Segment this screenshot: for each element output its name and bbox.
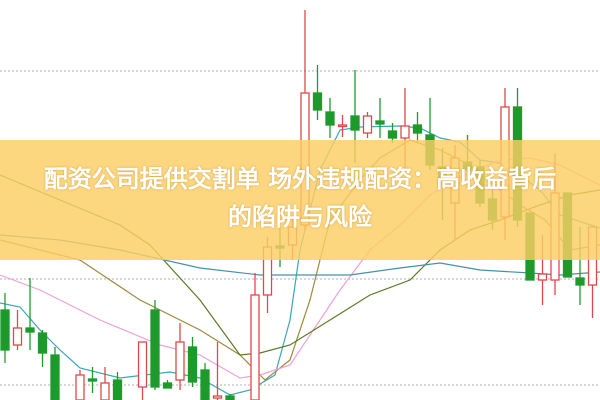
candle-up: [100, 382, 110, 400]
candle-down: [37, 332, 48, 354]
candle-down: [112, 379, 123, 400]
candle-up: [250, 294, 260, 400]
candle-down: [150, 309, 160, 388]
candle-down: [87, 378, 98, 382]
candle-down: [375, 120, 385, 125]
candle-down: [162, 382, 173, 389]
candle-down: [325, 111, 335, 126]
candle-up: [75, 374, 85, 400]
candle-down: [575, 277, 585, 286]
candle-down: [387, 130, 398, 139]
article-title: 配资公司提供交割单 场外违规配资：高收益背后 的陷阱与风险: [0, 160, 600, 236]
candle-up: [337, 124, 348, 128]
title-line-2: 的陷阱与风险: [228, 203, 372, 231]
candle-up: [362, 115, 373, 134]
candle-down: [25, 327, 35, 333]
candle-up: [400, 125, 410, 139]
candle-down: [225, 395, 235, 400]
title-banner: [0, 140, 600, 260]
candle-down: [50, 354, 60, 400]
title-line-1: 配资公司提供交割单 场外违规配资：高收益背后: [43, 165, 557, 193]
candle-down: [312, 92, 323, 111]
candle-down: [412, 124, 423, 134]
candle-down: [187, 346, 198, 383]
candle-down: [350, 115, 360, 131]
candle-down: [0, 309, 10, 351]
candle-up: [175, 341, 185, 381]
candle-up: [12, 327, 23, 346]
candle-up: [212, 395, 223, 399]
candle-up: [537, 273, 548, 281]
candle-up: [137, 341, 148, 388]
candle-down: [200, 369, 210, 400]
